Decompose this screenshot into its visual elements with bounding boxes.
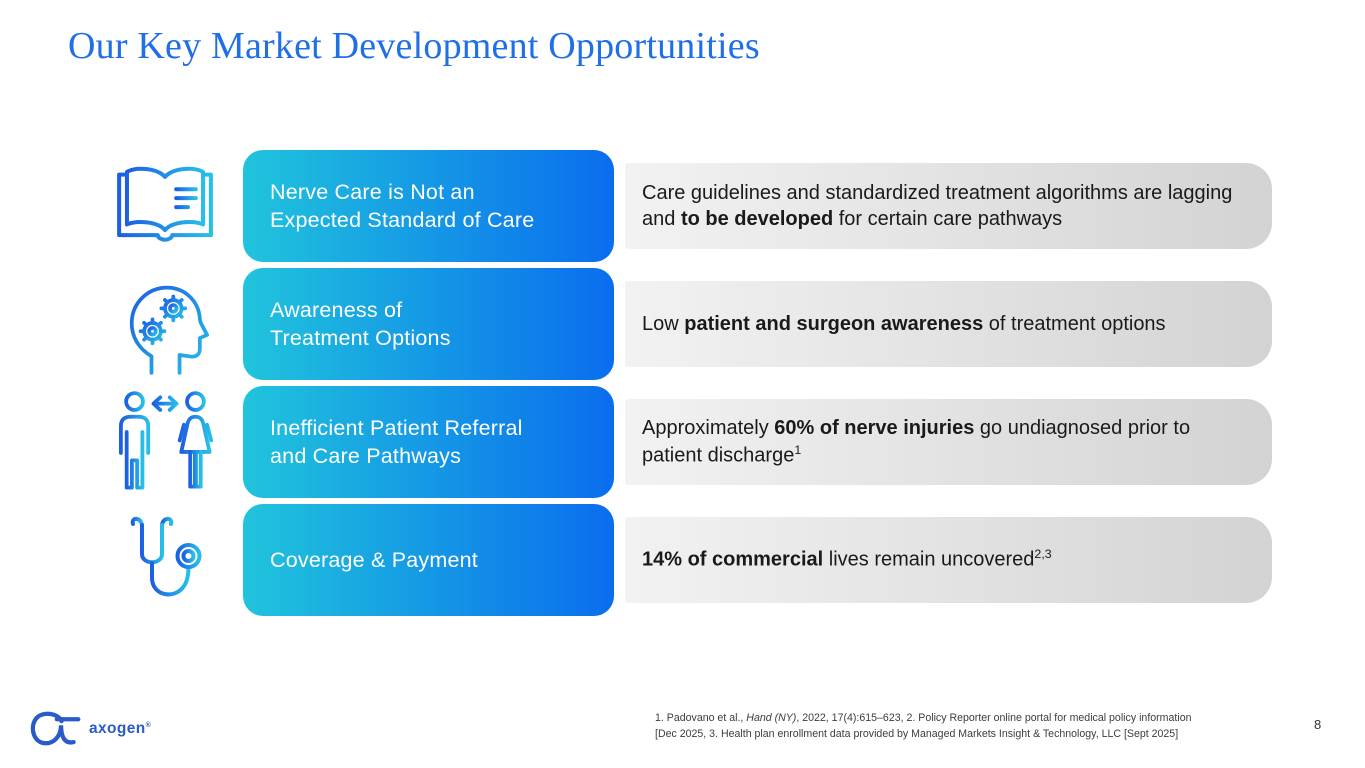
footnote-line-1: 1. Padovano et al., Hand (NY), 2022, 17(…: [655, 712, 1192, 724]
stethoscope-icon-svg: [130, 516, 202, 597]
registered-mark: ®: [145, 721, 152, 729]
opportunity-rows: Nerve Care is Not an Expected Standard o…: [95, 150, 1275, 622]
page-title: Our Key Market Development Opportunities: [68, 25, 760, 67]
patient-referral-icon: [95, 386, 235, 498]
open-book-icon-svg: [117, 166, 213, 242]
opportunity-row: Coverage & Payment 14% of commercial liv…: [95, 504, 1275, 616]
opportunity-label: Awareness of Treatment Options: [270, 297, 451, 350]
head-gears-icon: [95, 268, 235, 380]
opportunity-pill: Awareness of Treatment Options: [243, 268, 614, 380]
description-text: Low patient and surgeon awareness of tre…: [642, 312, 1166, 335]
opportunity-label: Nerve Care is Not an Expected Standard o…: [270, 179, 535, 232]
head-gears-icon-svg: [129, 285, 209, 375]
opportunity-pill: Inefficient Patient Referral and Care Pa…: [243, 386, 614, 498]
axogen-logo-text: axogen®: [89, 720, 152, 737]
opportunity-label: Coverage & Payment: [270, 547, 478, 572]
description-text: Care guidelines and standardized treatme…: [642, 181, 1233, 230]
axogen-logo: axogen®: [28, 704, 151, 754]
page-number: 8: [1314, 717, 1322, 732]
opportunity-label: Inefficient Patient Referral and Care Pa…: [270, 415, 523, 468]
axogen-logo-icon: [30, 711, 81, 745]
patient-referral-icon-svg: [119, 390, 214, 490]
opportunity-pill: Nerve Care is Not an Expected Standard o…: [243, 150, 614, 262]
opportunity-row: Awareness of Treatment Options Low patie…: [95, 268, 1275, 380]
opportunity-description: Low patient and surgeon awareness of tre…: [625, 281, 1272, 367]
open-book-icon: [95, 150, 235, 262]
opportunity-description: 14% of commercial lives remain uncovered…: [625, 517, 1272, 603]
description-text: Approximately 60% of nerve injuries go u…: [642, 417, 1191, 467]
opportunity-row: Nerve Care is Not an Expected Standard o…: [95, 150, 1275, 262]
footnotes: 1. Padovano et al., Hand (NY), 2022, 17(…: [655, 710, 1243, 743]
opportunity-description: Care guidelines and standardized treatme…: [625, 163, 1272, 249]
footnote-line-2: [Dec 2025, 3. Health plan enrollment dat…: [655, 728, 1179, 741]
opportunity-pill: Coverage & Payment: [243, 504, 614, 616]
opportunity-description: Approximately 60% of nerve injuries go u…: [625, 399, 1272, 485]
description-text: 14% of commercial lives remain uncovered…: [642, 547, 1052, 572]
opportunity-row: Inefficient Patient Referral and Care Pa…: [95, 386, 1275, 498]
stethoscope-icon: [95, 504, 235, 616]
